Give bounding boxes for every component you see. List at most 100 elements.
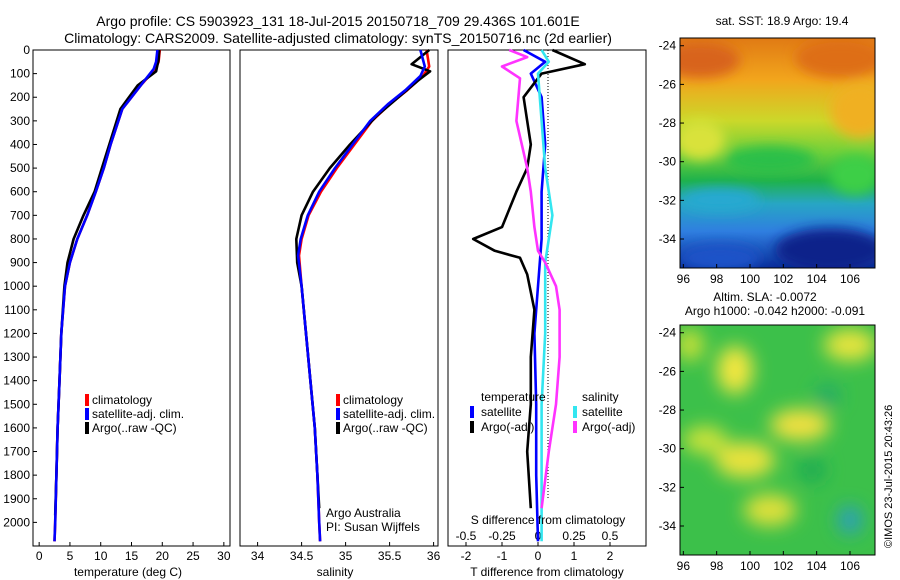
y-tick-label: 1100 (4, 303, 30, 317)
map-y-tick-label: -24 (659, 326, 677, 340)
top-tick-label: 0.5 (602, 529, 619, 543)
y-tick-label: 800 (10, 232, 30, 246)
map-y-tick-label: -34 (659, 232, 677, 246)
x-tick-label: 10 (94, 549, 108, 563)
map-x-tick-label: 98 (710, 559, 724, 573)
y-tick-label: 100 (10, 67, 30, 81)
map-x-tick-label: 100 (740, 272, 760, 286)
salinity-x-label: salinity (317, 565, 354, 579)
legend-label-satellite: satellite-adj. clim. (343, 407, 435, 421)
top-tick-label: -0.25 (488, 529, 516, 543)
difference-legend: temperature salinity satellite Argo(-adj… (470, 390, 635, 434)
title-line-1: Argo profile: CS 5903923_131 18-Jul-2015… (96, 13, 579, 29)
x-tick-label: 0 (535, 549, 542, 563)
sst-heatmap (680, 38, 875, 268)
sst-map-title: sat. SST: 18.9 Argo: 19.4 (716, 14, 849, 28)
annotation-line-1: Argo Australia (326, 506, 401, 520)
difference-panel: -2 -1 0 1 2-0.5 -0.25 0 0.25 0.5 T difference fr… (447, 48, 647, 579)
y-tick-label: 1700 (3, 445, 30, 459)
legend-swatch-satellite (336, 408, 340, 420)
temperature-x-label: temperature (deg C) (74, 565, 182, 579)
map-y-tick-label: -28 (659, 116, 677, 130)
x-tick-label: 34.5 (290, 549, 314, 563)
map-y-tick-label: -26 (659, 364, 677, 378)
title-line-2: Climatology: CARS2009. Satellite-adjuste… (64, 30, 612, 46)
temperature-panel: 0 100 200 300 400 500 600 700 800 900 1000 1100 1200… (3, 43, 231, 579)
sst-map-panel: sat. SST: 18.9 Argo: 19.4 96 98 100 102 104 1… (659, 14, 876, 286)
legend-swatch-argo (336, 422, 340, 434)
map-y-tick-label: -32 (659, 480, 677, 494)
legend-swatch-climatology (85, 394, 89, 406)
y-tick-label: 300 (10, 114, 30, 128)
x-tick-label: 25 (186, 549, 200, 563)
annotation-line-2: PI: Susan Wijffels (326, 520, 420, 534)
y-tick-label: 1600 (3, 421, 30, 435)
y-tick-label: 700 (10, 208, 30, 222)
legend-label-argo: Argo(..raw -QC) (343, 421, 428, 435)
legend-label-temp-satellite: satellite (481, 405, 522, 419)
series-line-satellite-adj-clim- (53, 49, 159, 542)
temperature-legend: climatology satellite-adj. clim. Argo(..… (85, 393, 184, 435)
sla-map-title-line-2: Argo h1000: -0.042 h2000: -0.091 (685, 304, 865, 318)
map-x-tick-label: 100 (740, 559, 760, 573)
credit-text: ©IMOS 23-Jul-2015 20:43:26 (883, 405, 895, 548)
map-y-tick-label: -24 (659, 39, 677, 53)
legend-title-temperature: temperature (481, 390, 546, 404)
y-tick-label: 900 (10, 256, 30, 270)
x-tick-label: 0 (36, 549, 43, 563)
series-line-salinity-satellite (536, 49, 554, 542)
map-y-tick-label: -32 (659, 193, 677, 207)
legend-title-salinity: salinity (582, 390, 619, 404)
series-line-temperature-satellite (522, 48, 547, 542)
x-tick-label: -1 (497, 549, 508, 563)
y-tick-label: 200 (10, 90, 30, 104)
y-tick-label: 1500 (3, 397, 30, 411)
legend-swatch-sal-argo (573, 421, 577, 433)
top-tick-label: -0.5 (456, 529, 477, 543)
y-tick-label: 1200 (3, 326, 30, 340)
map-y-tick-label: -30 (659, 155, 677, 169)
y-tick-label: 1000 (3, 279, 30, 293)
legend-swatch-satellite (85, 408, 89, 420)
x-tick-label: 30 (217, 549, 231, 563)
map-y-tick-label: -30 (659, 442, 677, 456)
x-tick-label: 35.5 (378, 549, 402, 563)
series-line-salinity-argo-adj- (500, 48, 561, 509)
sla-map-frame (679, 324, 876, 556)
salinity-legend: climatology satellite-adj. clim. Argo(..… (336, 393, 435, 435)
map-x-tick-label: 102 (773, 559, 793, 573)
y-tick-label: 400 (10, 137, 30, 151)
salinity-axes-frame (239, 49, 439, 547)
y-tick-label: 1300 (3, 350, 30, 364)
legend-swatch-argo (85, 422, 89, 434)
x-tick-label: 35 (339, 549, 353, 563)
x-tick-label: 34 (251, 549, 265, 563)
legend-label-sal-satellite: satellite (582, 405, 623, 419)
top-tick-label: 0.25 (562, 529, 586, 543)
map-x-tick-label: 96 (677, 272, 691, 286)
series-line-temperature-argo-adj- (471, 48, 587, 509)
sla-map-title-line-1: Altim. SLA: -0.0072 (713, 290, 817, 304)
map-y-tick-label: -28 (659, 403, 677, 417)
map-x-tick-label: 98 (710, 272, 724, 286)
sst-map-frame (679, 37, 876, 269)
y-tick-label: 500 (10, 161, 30, 175)
legend-label-climatology: climatology (92, 393, 152, 407)
y-tick-label: 2000 (3, 515, 30, 529)
x-tick-label: 2 (607, 549, 614, 563)
map-x-tick-label: 104 (807, 559, 827, 573)
x-tick-label: 36 (427, 549, 441, 563)
legend-label-sal-argo: Argo(-adj) (582, 420, 635, 434)
difference-x-label: T difference from climatology (470, 565, 624, 579)
x-tick-label: 15 (125, 549, 139, 563)
legend-label-climatology: climatology (343, 393, 403, 407)
sla-map-panel: Altim. SLA: -0.0072 Argo h1000: -0.042 h… (659, 290, 876, 573)
y-tick-label: 1400 (3, 374, 30, 388)
y-tick-label: 1900 (3, 492, 30, 506)
map-x-tick-label: 96 (677, 559, 691, 573)
x-tick-label: 5 (67, 549, 74, 563)
y-tick-label: 600 (10, 185, 30, 199)
temperature-axes-frame (32, 49, 231, 547)
x-tick-label: -2 (461, 549, 472, 563)
